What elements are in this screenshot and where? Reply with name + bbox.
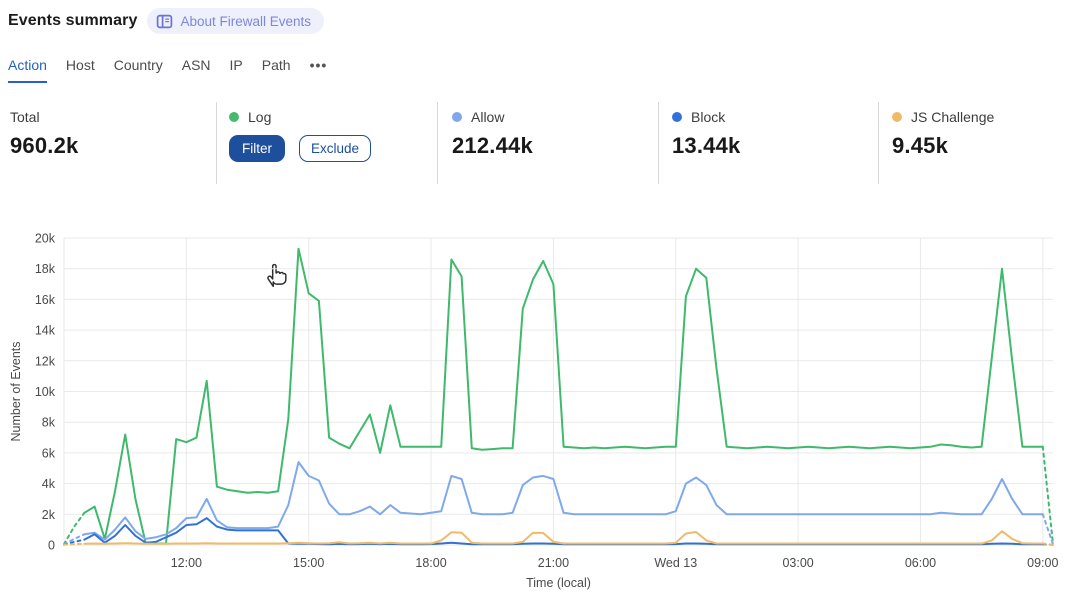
stat-log-label: Log: [248, 109, 272, 125]
stat-allow-label: Allow: [471, 109, 505, 125]
series-line-allow: [83, 461, 1044, 541]
page-title: Events summary: [8, 12, 138, 29]
tab-asn[interactable]: ASN: [181, 57, 211, 73]
y-tick-label: 12k: [35, 354, 56, 368]
stat-js-challenge-label: JS Challenge: [911, 109, 995, 125]
series-line-log: [63, 511, 86, 546]
allow-legend-dot: [452, 112, 462, 122]
stat-allow[interactable]: Allow 212.44k: [452, 108, 533, 159]
y-tick-label: 6k: [42, 446, 56, 460]
stat-divider: [216, 102, 217, 184]
tabs-overflow-button[interactable]: •••: [309, 57, 328, 73]
js-challenge-legend-dot: [892, 112, 902, 122]
stat-allow-value: 212.44k: [452, 133, 533, 158]
stat-divider: [437, 102, 438, 184]
x-tick-label: Wed 13: [654, 556, 697, 570]
book-icon: [157, 14, 173, 28]
stat-js-challenge-value: 9.45k: [892, 133, 949, 158]
stat-js-challenge[interactable]: JS Challenge 9.45k: [892, 108, 994, 159]
series-line-block: [83, 517, 1044, 546]
tab-ip[interactable]: IP: [229, 57, 243, 73]
exclude-button[interactable]: Exclude: [299, 135, 372, 162]
block-legend-dot: [672, 112, 682, 122]
x-tick-label: 09:00: [1027, 556, 1058, 570]
y-tick-label: 8k: [42, 416, 56, 430]
stat-total-label: Total: [10, 109, 40, 125]
stat-block-value: 13.44k: [672, 133, 741, 158]
tab-action[interactable]: Action: [8, 57, 47, 83]
series-line-allow: [63, 533, 86, 546]
x-axis-title: Time (local): [526, 576, 591, 590]
x-tick-label: 15:00: [293, 556, 324, 570]
x-tick-label: 21:00: [538, 556, 569, 570]
x-tick-label: 03:00: [782, 556, 813, 570]
events-time-series-chart[interactable]: 0 2k 4k 6k 8k 10k 12k 14k 16k 18k 20k 12:00 15:00 18:…: [0, 228, 1068, 598]
series-line-js-challenge: [83, 530, 1044, 545]
series-line-allow: [1041, 513, 1054, 546]
x-tick-label: 12:00: [171, 556, 202, 570]
series-line-log: [83, 247, 1044, 545]
about-label: About Firewall Events: [180, 13, 312, 29]
log-legend-dot: [229, 112, 239, 122]
y-tick-label: 10k: [35, 385, 56, 399]
y-tick-label: 18k: [35, 262, 56, 276]
series-line-log: [1041, 445, 1054, 546]
tab-host[interactable]: Host: [65, 57, 95, 73]
stat-block[interactable]: Block 13.44k: [672, 108, 741, 159]
about-firewall-events-link[interactable]: About Firewall Events: [147, 8, 325, 34]
header: Events summary About Firewall Events: [8, 8, 325, 34]
stat-total: Total 960.2k: [10, 108, 79, 159]
stat-total-value: 960.2k: [10, 133, 79, 158]
tab-path[interactable]: Path: [261, 57, 291, 73]
stat-block-label: Block: [691, 109, 726, 125]
series-line-js-challenge: [63, 542, 86, 546]
dimension-tabs: Action Host Country ASN IP Path •••: [8, 57, 327, 83]
stats-row: Total 960.2k Log Filter Exclude Allow 21…: [0, 100, 1068, 288]
y-tick-label: 20k: [35, 232, 56, 246]
y-tick-label: 2k: [42, 508, 56, 522]
chart-canvas[interactable]: 0 2k 4k 6k 8k 10k 12k 14k 16k 18k 20k 12:00 15:00 18:…: [0, 228, 1068, 598]
stat-divider: [878, 102, 879, 184]
y-tick-label: 16k: [35, 293, 56, 307]
stat-log[interactable]: Log Filter Exclude: [229, 108, 372, 162]
y-axis-title: Number of Events: [9, 341, 23, 441]
y-tick-label: 4k: [42, 477, 56, 491]
stat-divider: [658, 102, 659, 184]
series-line-js-challenge: [1041, 542, 1054, 546]
x-tick-label: 18:00: [415, 556, 446, 570]
y-tick-label: 14k: [35, 324, 56, 338]
y-tick-label: 0: [48, 539, 55, 553]
x-tick-label: 06:00: [905, 556, 936, 570]
tab-country[interactable]: Country: [113, 57, 163, 73]
filter-button[interactable]: Filter: [229, 135, 285, 162]
